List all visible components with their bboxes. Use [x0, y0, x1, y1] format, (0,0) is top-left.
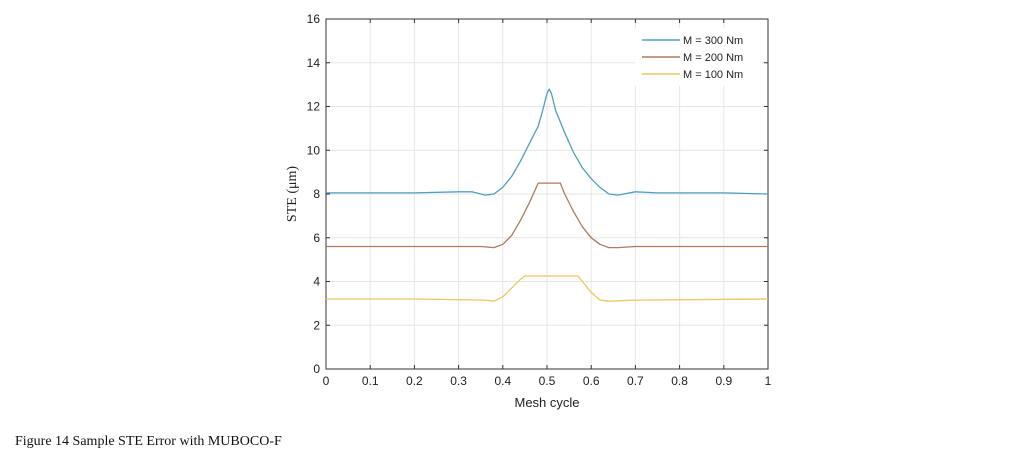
x-tick-label: 1: [765, 374, 772, 388]
y-tick-label: 10: [307, 143, 321, 157]
series-line-2: [326, 182, 768, 249]
series-line-3: [326, 275, 769, 302]
x-tick-label: 0: [323, 374, 330, 388]
y-tick-label: 2: [313, 318, 320, 332]
x-tick-label: 0.7: [627, 374, 644, 388]
y-tick-label: 12: [307, 100, 321, 114]
y-tick-label: 0: [313, 362, 320, 376]
series-line-1: [326, 88, 769, 196]
x-tick-label: 0.4: [494, 374, 511, 388]
y-tick-label: 6: [313, 231, 320, 245]
y-tick-label: 14: [307, 56, 321, 70]
x-tick-label: 0.8: [671, 374, 688, 388]
y-tick-label: 4: [313, 275, 320, 289]
x-tick-label: 0.5: [539, 374, 556, 388]
x-tick-label: 0.2: [406, 374, 423, 388]
x-tick-label: 0.1: [362, 374, 379, 388]
legend-label: M = 100 Nm: [683, 69, 743, 81]
x-tick-label: 0.3: [450, 374, 467, 388]
legend-label: M = 200 Nm: [683, 52, 743, 64]
y-tick-label: 16: [307, 12, 321, 26]
ste-chart: 0 0.1 0.2 0.3 0.4 0.5 0.6 0.7 0.8 0.9 102468101214…: [285, 12, 772, 410]
x-axis-label: Mesh cycle: [514, 395, 579, 410]
figure-caption: Figure 14 Sample STE Error with MUBOCO-F: [15, 434, 282, 449]
y-tick-label: 8: [313, 187, 320, 201]
x-tick-label: 0.6: [583, 374, 600, 388]
legend-label: M = 300 Nm: [683, 35, 743, 47]
x-tick-label: 0.9: [715, 374, 732, 388]
y-axis-label: STE (μm): [285, 166, 300, 222]
